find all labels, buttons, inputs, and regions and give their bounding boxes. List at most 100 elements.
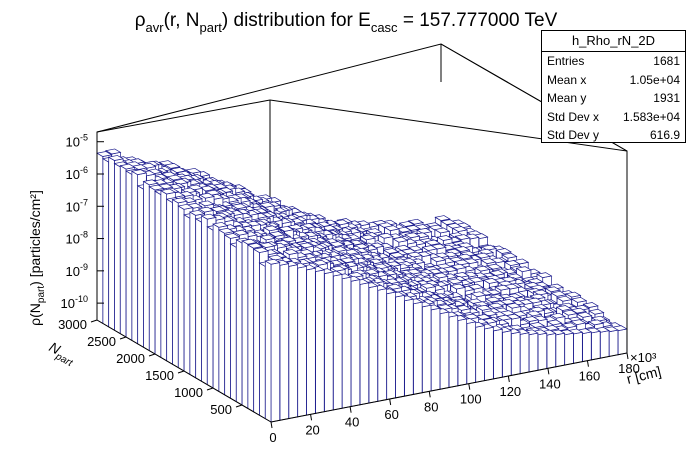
bar-top-face bbox=[550, 290, 567, 297]
bar-front-face bbox=[350, 279, 361, 407]
bar-top-face bbox=[515, 266, 532, 273]
y-tick bbox=[235, 404, 243, 408]
bar-top-face bbox=[398, 221, 416, 227]
bar-top-face bbox=[231, 203, 248, 210]
bar-top-face bbox=[449, 283, 467, 290]
bar-top-face bbox=[480, 258, 497, 264]
bar-front-face bbox=[591, 330, 601, 361]
bar-top-face bbox=[392, 236, 409, 243]
z-axis-label: ρ(Npart) [particles/cm²] bbox=[27, 190, 47, 326]
bar-front-face bbox=[573, 331, 583, 364]
bar-top-face bbox=[166, 174, 183, 181]
bar-front-face bbox=[502, 330, 512, 378]
bar-top-face bbox=[436, 235, 453, 241]
bar-side-face bbox=[143, 180, 150, 352]
bar-top-face bbox=[264, 258, 281, 265]
z-label-pre: ρ(N bbox=[27, 303, 43, 326]
bar-front-face bbox=[368, 285, 378, 404]
bar-top-face bbox=[576, 311, 593, 318]
bar-top-face bbox=[544, 286, 561, 293]
y-tick-label: 2500 bbox=[87, 334, 116, 349]
x-tick bbox=[586, 360, 589, 367]
stats-label: Std Dev x bbox=[547, 109, 600, 124]
bar-top-face bbox=[546, 319, 563, 326]
bar-top-face bbox=[258, 242, 276, 248]
bar-top-face bbox=[119, 163, 136, 170]
z-tick-label: 10-8 bbox=[66, 230, 88, 247]
bar-top-face bbox=[311, 259, 329, 266]
bar-top-face bbox=[241, 238, 258, 245]
bar-top-face bbox=[549, 312, 566, 319]
bar-top-face bbox=[570, 319, 587, 326]
bar-top-face bbox=[436, 304, 453, 310]
bar-top-face bbox=[282, 249, 299, 255]
bar-front-face bbox=[599, 330, 610, 359]
x-tick bbox=[507, 375, 510, 383]
bar-front-face bbox=[564, 332, 574, 366]
bar-top-face bbox=[528, 322, 545, 328]
bar-top-face bbox=[433, 227, 451, 234]
x-tick bbox=[349, 406, 352, 413]
y-tick bbox=[206, 387, 214, 391]
bar-front-face bbox=[430, 307, 441, 392]
bar-top-face bbox=[382, 248, 400, 254]
title-n-sub: part bbox=[200, 20, 223, 35]
bar-top-face bbox=[480, 244, 498, 251]
bar-front-face bbox=[404, 298, 414, 397]
bar-top-face bbox=[277, 225, 295, 232]
bar-top-face bbox=[454, 234, 471, 240]
stats-row-std-y: Std Dev y 616.9 bbox=[542, 126, 685, 145]
y-tick bbox=[148, 353, 156, 357]
bar-top-face bbox=[267, 254, 284, 261]
bar-top-face bbox=[262, 225, 280, 232]
bar-top-face bbox=[339, 257, 356, 264]
x-tick-label: 140 bbox=[539, 376, 561, 391]
bar-top-face bbox=[198, 200, 215, 207]
bar-front-face bbox=[395, 294, 405, 399]
bar-top-face bbox=[148, 184, 165, 191]
z-tick-label: 10-10 bbox=[61, 294, 88, 311]
bar-top-face bbox=[482, 278, 499, 284]
bar-side-face bbox=[259, 262, 266, 420]
bar-front-face bbox=[359, 282, 370, 406]
bar-top-face bbox=[359, 234, 376, 241]
bar-top-face bbox=[130, 169, 148, 175]
bar-side-face bbox=[172, 198, 179, 369]
title-mid2: ) distribution for E bbox=[222, 10, 371, 31]
y-tick-label: 2000 bbox=[116, 351, 145, 366]
bar-top-face bbox=[419, 282, 437, 289]
bar-side-face bbox=[189, 211, 196, 379]
bar-top-face bbox=[386, 283, 403, 290]
bar-top-face bbox=[447, 278, 464, 285]
bar-top-face bbox=[188, 209, 206, 216]
x-tick-label: 0 bbox=[269, 430, 276, 445]
bar-side-face bbox=[264, 260, 272, 423]
x-tick-label: 80 bbox=[424, 399, 438, 414]
bar-front-face bbox=[519, 332, 530, 375]
x-tick-label: 40 bbox=[345, 415, 359, 430]
bar-side-face bbox=[183, 214, 191, 376]
bar-top-face bbox=[529, 306, 546, 313]
bar-top-face bbox=[488, 270, 506, 276]
bar-top-face bbox=[197, 206, 215, 213]
bar-top-face bbox=[456, 253, 474, 260]
bar-top-face bbox=[329, 265, 347, 272]
bar-top-face bbox=[404, 232, 421, 239]
bar-side-face bbox=[206, 226, 214, 389]
stats-value: 616.9 bbox=[649, 128, 680, 142]
bar-top-face bbox=[172, 178, 189, 185]
title-mid: (r, N bbox=[164, 10, 200, 31]
bar-top-face bbox=[159, 188, 177, 195]
x-tick bbox=[468, 383, 471, 390]
z-label-sub: part bbox=[36, 286, 47, 303]
bar-top-face bbox=[555, 305, 573, 311]
bar-top-face bbox=[474, 252, 491, 259]
stats-row-mean-y: Mean y 1931 bbox=[542, 89, 685, 108]
bar-side-face bbox=[212, 223, 220, 393]
x-tick bbox=[428, 391, 431, 398]
stats-title: h_Rho_rN_2D bbox=[542, 31, 685, 52]
bar-top-face bbox=[587, 319, 605, 326]
bar-top-face bbox=[416, 227, 433, 234]
bar-side-face bbox=[177, 205, 185, 372]
